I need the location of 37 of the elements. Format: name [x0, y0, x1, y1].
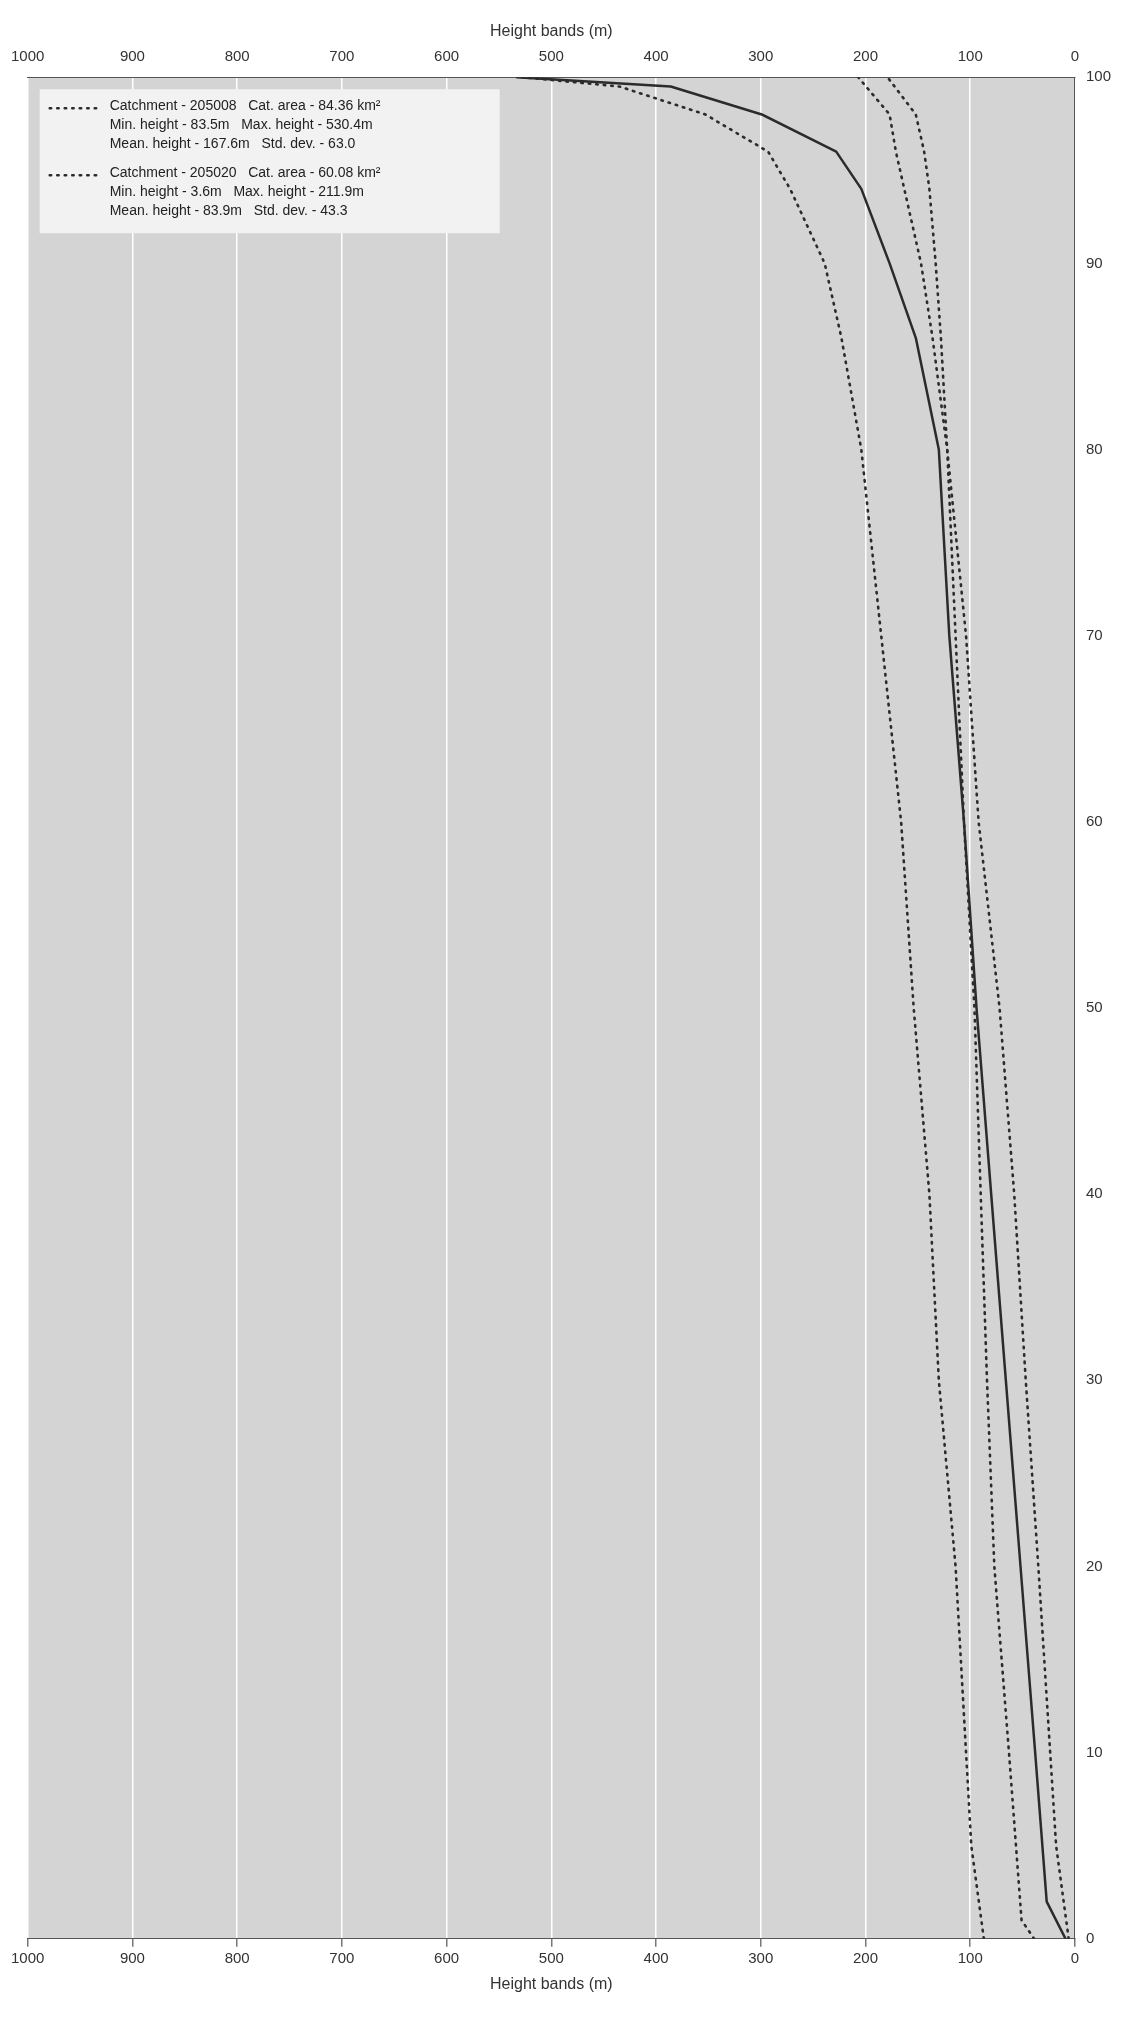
y-tick-label: 60: [1085, 811, 1103, 829]
x-tick-label: 1000: [11, 1948, 45, 1966]
x-tick-label: 800: [224, 1948, 250, 1966]
y-tick-label: 10: [1085, 1742, 1103, 1760]
x-tick-label: 200: [853, 1948, 879, 1966]
x-tick-label: 0: [1070, 1948, 1080, 1966]
x-tick-label: 500: [538, 1948, 564, 1966]
x-tick-label: 600: [434, 1948, 460, 1966]
x2-tick-label: 700: [329, 47, 355, 65]
y-tick-label: 90: [1085, 253, 1103, 271]
y-tick-label: 50: [1085, 998, 1103, 1016]
x-tick-label: 100: [957, 1948, 983, 1966]
x2-tick-label: 400: [643, 47, 669, 65]
x2-tick-label: 100: [957, 47, 983, 65]
x2-tick-label: 800: [224, 47, 250, 65]
x-tick-label: 400: [643, 1948, 669, 1966]
x-tick-label: 700: [329, 1948, 355, 1966]
y-tick-label: 30: [1085, 1370, 1103, 1388]
x-tick-label: 300: [748, 1948, 774, 1966]
x2-tick-label: 500: [538, 47, 564, 65]
y-tick-label: 70: [1085, 625, 1103, 643]
legend-label: Catchment - 205020 Cat. area - 60.08 km² Min. height - 3.6m Max. height - 211.9m Mean. height - 83.9m Std. dev. - 43.3: [109, 164, 381, 219]
legend-label: Catchment - 205008 Cat. area - 84.36 km² Min. height - 83.5m Max. height - 530.4m Mean. height - 167.6m Std. dev. - 63.0: [109, 97, 381, 152]
x2-axis-title: Height bands (m): [489, 22, 613, 40]
x-tick-label: 900: [119, 1948, 145, 1966]
x2-tick-label: 600: [434, 47, 460, 65]
x2-tick-label: 200: [853, 47, 879, 65]
y-tick-label: 20: [1085, 1556, 1103, 1574]
x2-tick-label: 300: [748, 47, 774, 65]
x2-tick-label: 1000: [11, 47, 45, 65]
x2-tick-label: 900: [119, 47, 145, 65]
x2-tick-label: 0: [1070, 47, 1080, 65]
y-tick-label: 80: [1085, 439, 1103, 457]
y-tick-label: 0: [1085, 1928, 1095, 1946]
y-tick-label: 100: [1085, 67, 1111, 85]
x-axis-title: Height bands (m): [489, 1974, 613, 1992]
y-tick-label: 40: [1085, 1184, 1103, 1202]
